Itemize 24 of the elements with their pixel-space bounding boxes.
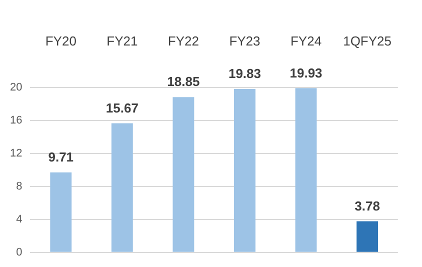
data-label: 15.67 (106, 100, 138, 116)
y-tick-label: 4 (16, 213, 22, 226)
data-label: 3.78 (354, 198, 380, 214)
y-tick-label: 0 (16, 246, 22, 258)
bar (50, 172, 72, 252)
data-label: 19.93 (290, 65, 322, 80)
x-tick-label: FY24 (290, 33, 322, 48)
x-tick-label: FY20 (45, 33, 76, 48)
bar (111, 123, 133, 252)
x-tick-label: 1QFY25 (343, 33, 392, 48)
bar (356, 221, 378, 252)
bar (295, 88, 317, 252)
x-tick-label: FY22 (168, 33, 199, 48)
data-label: 19.83 (228, 66, 261, 82)
y-tick-label: 20 (10, 82, 22, 94)
y-tick-label: 8 (16, 180, 22, 193)
bar (172, 97, 194, 252)
x-tick-label: FY23 (229, 33, 260, 48)
x-tick-label: FY21 (106, 33, 138, 48)
data-label: 9.71 (48, 149, 74, 164)
data-label: 18.85 (167, 74, 200, 90)
y-tick-label: 12 (10, 148, 22, 160)
y-tick-label: 16 (10, 114, 22, 127)
bar (234, 89, 256, 252)
